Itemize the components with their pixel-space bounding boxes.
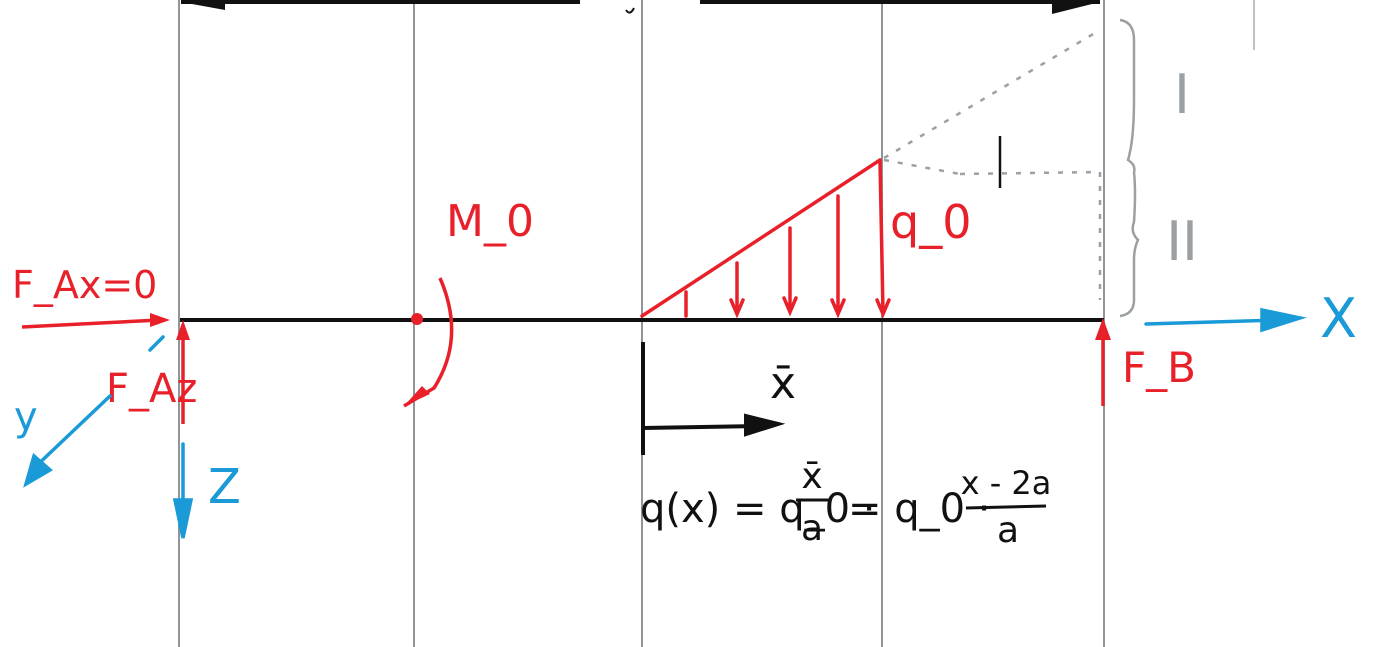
moment-arrowhead-icon: [404, 386, 430, 406]
distributed-load: [640, 158, 891, 319]
top-dimension: [181, 0, 1100, 14]
xbar-label: x̄: [770, 358, 796, 409]
x-axis-label: X: [1320, 287, 1357, 350]
moment-point: [411, 313, 423, 325]
fax-label: F_Ax=0: [12, 263, 157, 307]
region-labels: I II: [1166, 63, 1198, 273]
faz-label: F_Az: [106, 366, 197, 412]
y-axis-label: y: [14, 394, 38, 440]
grid-lines: [178, 0, 1105, 647]
fax-arrowhead-icon: [150, 313, 170, 327]
z-axis-label: Z: [208, 459, 241, 515]
fb-label: F_B: [1122, 343, 1196, 392]
formula-frac2-bar: [965, 504, 1047, 510]
load-extension-dotted: [883, 28, 1102, 300]
moment-label: M_0: [446, 196, 534, 247]
moment-arc-icon: [403, 277, 454, 408]
region-braces: [1119, 18, 1140, 318]
formula-frac2-num: x - 2a: [961, 464, 1052, 502]
faz-arrowhead-icon: [176, 320, 190, 340]
fax-arrow: [21, 318, 161, 329]
xbar-axis: [641, 342, 786, 455]
region-label-one: I: [1174, 63, 1190, 126]
load-formula: q(x) = q_0 · x̄ a = q_0 · x - 2a a: [640, 456, 1051, 551]
coordinate-axes: [23, 307, 1307, 539]
formula-frac1-den: a: [801, 508, 823, 549]
formula-frac1-num: x̄: [801, 456, 822, 497]
fb-arrowhead-icon: [1095, 318, 1111, 340]
q0-label: q_0: [890, 195, 971, 249]
formula-frac2-den: a: [997, 510, 1019, 551]
formula-lhs: q(x) = q_0 ·: [640, 486, 876, 532]
region-label-two: II: [1166, 210, 1198, 273]
